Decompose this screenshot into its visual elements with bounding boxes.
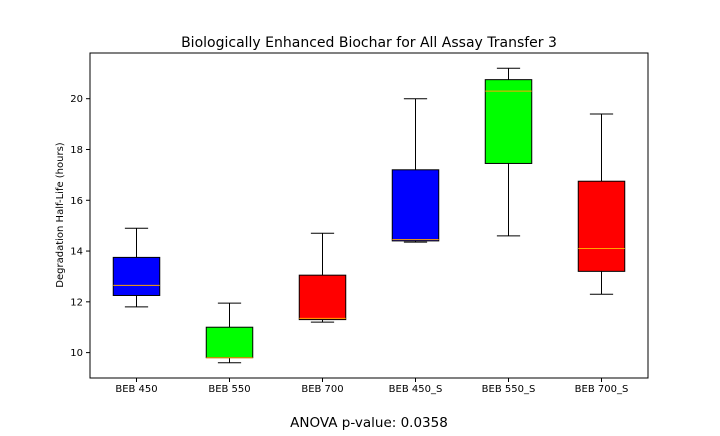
axes-frame (89, 52, 649, 379)
chart-title: Biologically Enhanced Biochar for All As… (181, 35, 557, 51)
x-tick-label: BEB 700_S (575, 384, 629, 395)
y-tick-label: 10 (70, 348, 83, 359)
box-beb-450 (112, 256, 161, 296)
x-tick-label: BEB 700 (301, 384, 343, 395)
y-tick-label: 14 (70, 247, 83, 258)
y-tick-label: 12 (70, 297, 83, 308)
x-tick-label: BEB 550_S (482, 384, 536, 395)
box-beb-550-s (484, 79, 533, 164)
anova-p-value: ANOVA p-value: 0.0358 (290, 415, 448, 431)
box-beb-700-s (577, 180, 626, 272)
x-tick-label: BEB 450_S (389, 384, 443, 395)
y-tick-label: 16 (70, 196, 83, 207)
box-beb-550 (205, 326, 254, 359)
y-axis-label: Degradation Half-Life (hours) (55, 142, 66, 287)
y-tick-label: 20 (70, 94, 83, 105)
x-tick-label: BEB 450 (115, 384, 157, 395)
x-tick-label: BEB 550 (208, 384, 250, 395)
plot-area: 10 12 14 16 18 20 BEB 450 BEB 550 BEB 700 BEB 450… (70, 52, 649, 395)
box-beb-450-s (391, 169, 440, 242)
y-tick-label: 18 (70, 145, 83, 156)
box-beb-700 (298, 274, 347, 321)
